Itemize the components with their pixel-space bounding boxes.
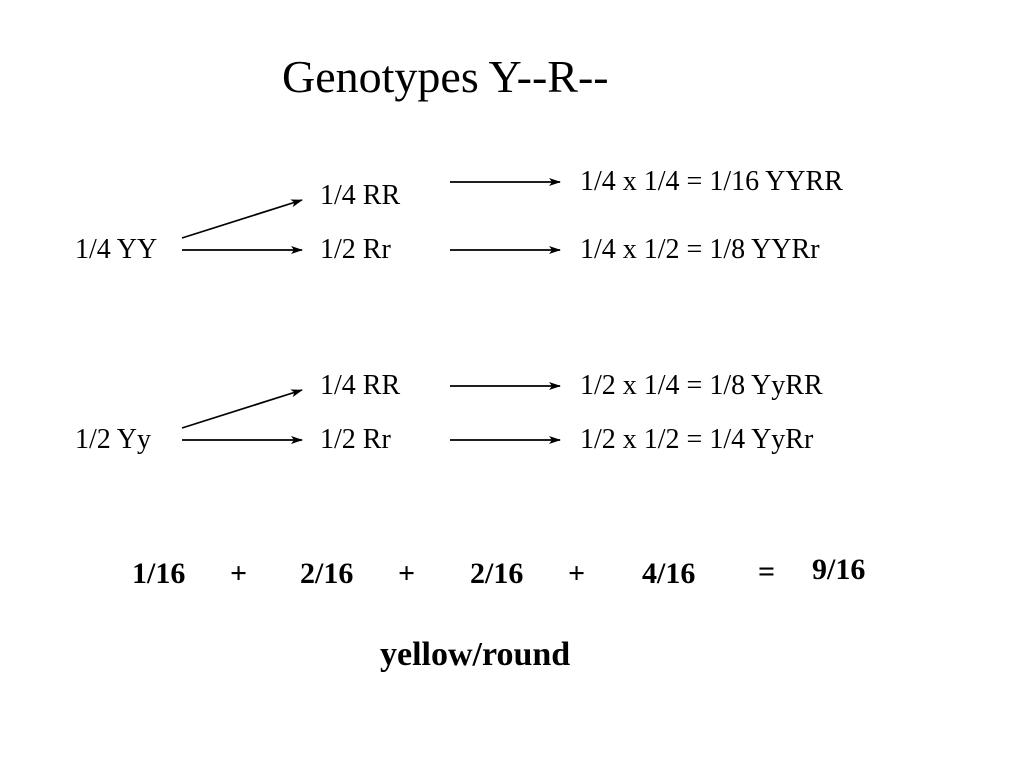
sum-term-4: 4/16 bbox=[642, 557, 695, 591]
g2-child-R1: 1/4 RR bbox=[320, 370, 400, 402]
page-title: Genotypes Y--R-- bbox=[282, 50, 609, 103]
g1-child-R2: 1/2 Rr bbox=[320, 234, 391, 266]
g1-calc-2: 1/4 x 1/2 = 1/8 YYRr bbox=[580, 234, 820, 266]
g1-calc-1: 1/4 x 1/4 = 1/16 YYRR bbox=[580, 166, 843, 198]
sum-equals: = bbox=[758, 555, 775, 589]
g2-child-R2: 1/2 Rr bbox=[320, 424, 391, 456]
diagram-stage: Genotypes Y--R-- 1/4 YY 1/4 RR 1/2 Rr 1/… bbox=[0, 0, 1024, 768]
sum-result: 9/16 bbox=[812, 553, 865, 587]
phenotype-label: yellow/round bbox=[380, 636, 570, 674]
sum-plus-3: + bbox=[568, 557, 585, 591]
g2-calc-1: 1/2 x 1/4 = 1/8 YyRR bbox=[580, 370, 823, 402]
g1-child-R1: 1/4 RR bbox=[320, 180, 400, 212]
arrow-line bbox=[182, 390, 302, 428]
sum-term-3: 2/16 bbox=[470, 557, 523, 591]
g2-parent-Y: 1/2 Yy bbox=[75, 424, 151, 456]
sum-plus-2: + bbox=[398, 557, 415, 591]
sum-term-1: 1/16 bbox=[132, 557, 185, 591]
sum-plus-1: + bbox=[230, 557, 247, 591]
g2-calc-2: 1/2 x 1/2 = 1/4 YyRr bbox=[580, 424, 813, 456]
arrow-line bbox=[182, 200, 302, 238]
sum-term-2: 2/16 bbox=[300, 557, 353, 591]
g1-parent-Y: 1/4 YY bbox=[75, 234, 157, 266]
